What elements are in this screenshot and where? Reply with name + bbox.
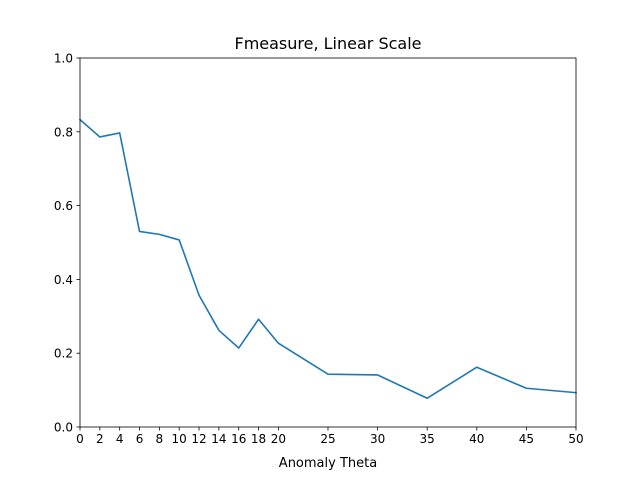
plot-area: 0 2 4 6 8 10 12 14 16 18 20 25 30 35 40 45 50 0.0 0.2 0.4 0.… <box>54 52 584 447</box>
x-tick-label: 6 <box>136 432 144 446</box>
chart-title: Fmeasure, Linear Scale <box>234 34 421 53</box>
x-tick-label: 40 <box>469 432 484 446</box>
y-tick-label: 0.8 <box>54 125 73 139</box>
x-tick-label: 25 <box>320 432 335 446</box>
y-tick-label: 0.2 <box>54 347 73 361</box>
x-tick-label: 8 <box>156 432 164 446</box>
x-tick-label: 18 <box>251 432 266 446</box>
x-tick-label: 2 <box>96 432 104 446</box>
x-tick-label: 45 <box>519 432 534 446</box>
x-tick-label: 4 <box>116 432 124 446</box>
y-tick-label: 0.0 <box>54 421 73 435</box>
series-line <box>78 118 577 400</box>
x-tick-label: 14 <box>211 432 226 446</box>
y-tick-label: 0.4 <box>54 273 73 287</box>
x-axis-label: Anomaly Theta <box>279 456 377 471</box>
x-tick-label: 50 <box>568 432 583 446</box>
y-tick-label: 1.0 <box>54 52 73 66</box>
x-tick-label: 35 <box>420 432 435 446</box>
x-tick-label: 30 <box>370 432 385 446</box>
x-tick-label: 10 <box>172 432 187 446</box>
x-tick-label: 16 <box>231 432 246 446</box>
x-tick-label: 12 <box>191 432 206 446</box>
x-tick-label: 20 <box>271 432 286 446</box>
y-tick-label: 0.6 <box>54 199 73 213</box>
x-tick-label: 0 <box>76 432 84 446</box>
